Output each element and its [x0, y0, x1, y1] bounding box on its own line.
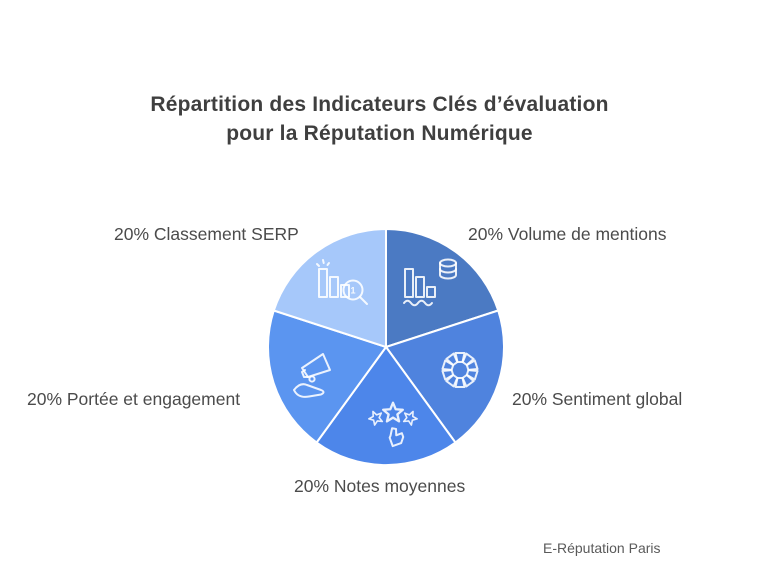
- slice-label-sentiment-global: 20% Sentiment global: [512, 389, 683, 409]
- slice-label-volume-de-mentions: 20% Volume de mentions: [468, 224, 667, 244]
- stars-thumb-icon: [365, 401, 421, 448]
- footer-credit: E-Réputation Paris: [543, 540, 661, 556]
- chart-title-line2: pour la Réputation Numérique: [226, 122, 533, 145]
- serp-magnifier-icon: 1: [316, 259, 368, 305]
- slice-label-portee-engagement: 20% Portée et engagement: [27, 389, 241, 409]
- slice-label-classement-serp: 20% Classement SERP: [114, 224, 299, 244]
- pie-slice-notes-moyennes: [315, 346, 457, 466]
- megaphone-hand-icon: [293, 353, 331, 398]
- pie-chart: 1: [267, 228, 505, 466]
- pie-slice-portee-engagement: [267, 309, 387, 444]
- chart-title-line1: Répartition des Indicateurs Clés d’évalu…: [150, 93, 609, 116]
- slice-label-notes-moyennes: 20% Notes moyennes: [294, 476, 466, 496]
- serp-rank-badge: 1: [350, 286, 355, 296]
- chart-title: Répartition des Indicateurs Clés d’évalu…: [0, 90, 759, 148]
- bars-database-waves-icon: [403, 258, 457, 307]
- pie-slice-volume-de-mentions: [385, 228, 500, 348]
